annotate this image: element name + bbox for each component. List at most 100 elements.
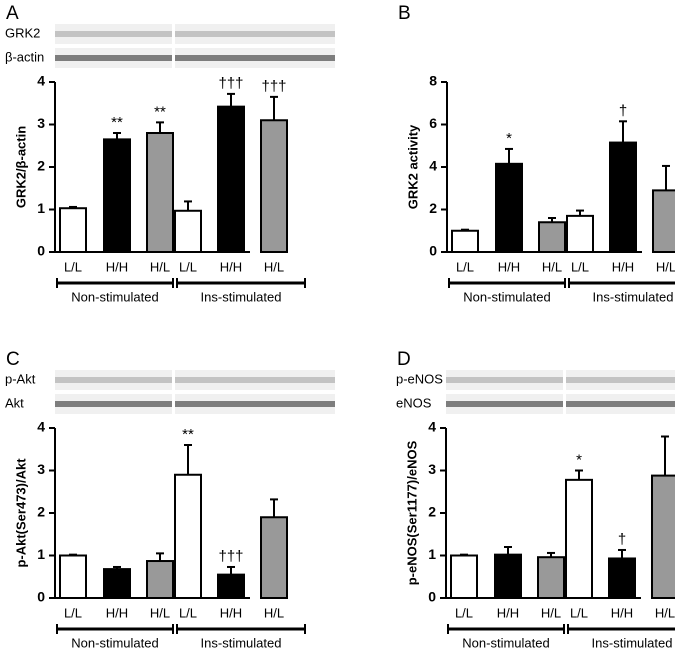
bar (609, 141, 637, 253)
x-tick-label: H/H (220, 259, 242, 274)
y-tick-label: 0 (429, 243, 437, 259)
bar (450, 554, 478, 599)
x-tick-label: H/L (150, 259, 170, 274)
y-tick-label: 1 (428, 546, 436, 562)
blot-label: p-Akt (5, 371, 36, 386)
group-label: Non-stimulated (463, 289, 550, 304)
x-tick-label: H/H (106, 259, 128, 274)
group-label: Ins-stimulated (201, 289, 282, 304)
y-tick-label: 2 (428, 504, 436, 520)
blot-band (55, 55, 172, 61)
y-tick-label: 4 (429, 158, 437, 174)
x-tick-label: H/L (541, 605, 561, 620)
significance-label: † (619, 102, 627, 119)
bar (103, 568, 131, 599)
blot-band (175, 401, 335, 407)
x-tick-label: L/L (64, 259, 82, 274)
bar (103, 138, 131, 253)
y-tick-label: 2 (37, 504, 45, 520)
bar (538, 221, 566, 253)
significance-label: ** (182, 426, 194, 443)
x-tick-label: H/L (264, 259, 284, 274)
x-tick-label: H/L (264, 605, 284, 620)
panel-label: A (6, 3, 19, 24)
blot-label: Akt (5, 395, 24, 410)
y-tick-label: 0 (428, 589, 436, 605)
y-tick-label: 0 (37, 243, 45, 259)
y-tick-label: 3 (37, 461, 45, 477)
significance-label: ††† (261, 78, 286, 95)
x-tick-label: H/H (220, 605, 242, 620)
group-label: Non-stimulated (71, 289, 158, 304)
bar (260, 119, 288, 253)
blot-label: eNOS (396, 395, 432, 410)
x-tick-label: L/L (456, 259, 474, 274)
x-tick-label: H/L (656, 259, 675, 274)
blot-band (446, 377, 563, 383)
blot-label: p-eNOS (396, 371, 443, 386)
y-tick-label: 3 (428, 461, 436, 477)
significance-label: ** (154, 103, 166, 120)
y-axis-label: GRK2 activity (405, 124, 420, 209)
bar (260, 516, 288, 599)
y-tick-label: 1 (37, 200, 45, 216)
y-tick-label: 0 (37, 589, 45, 605)
blot-band (175, 55, 335, 61)
x-tick-label: L/L (455, 605, 473, 620)
bar (59, 207, 87, 254)
x-tick-label: L/L (64, 605, 82, 620)
significance-label: ††† (218, 548, 243, 565)
x-tick-label: H/H (611, 605, 633, 620)
bar (537, 556, 565, 600)
panel-label: C (6, 349, 20, 370)
bar (495, 162, 523, 253)
bar (608, 557, 636, 599)
x-tick-label: H/H (612, 259, 634, 274)
blot-band (446, 401, 563, 407)
bar (651, 474, 675, 600)
blot-band (566, 377, 675, 383)
blot-band (55, 377, 172, 383)
y-tick-label: 2 (429, 200, 437, 216)
panel-label: D (397, 349, 411, 370)
y-tick-label: 4 (428, 419, 436, 435)
y-axis-label: p-Akt(Ser473)/Akt (13, 458, 28, 568)
blot-band (566, 401, 675, 407)
significance-label: * (576, 451, 582, 468)
x-tick-label: H/L (542, 259, 562, 274)
y-tick-label: 4 (37, 73, 45, 89)
y-tick-label: 1 (37, 546, 45, 562)
blot-label: GRK2 (5, 25, 40, 40)
y-tick-label: 6 (429, 115, 437, 131)
blot-band (175, 377, 335, 383)
blot-band (175, 31, 335, 37)
x-tick-label: H/H (106, 605, 128, 620)
x-tick-label: H/L (655, 605, 675, 620)
x-tick-label: L/L (179, 605, 197, 620)
group-label: Non-stimulated (71, 635, 158, 650)
group-label: Ins-stimulated (593, 289, 674, 304)
x-tick-label: L/L (570, 605, 588, 620)
blot-band (55, 31, 172, 37)
y-axis-label: GRK2/β-actin (13, 126, 28, 208)
bar (566, 214, 594, 253)
significance-label: ** (111, 114, 123, 131)
y-tick-label: 8 (429, 73, 437, 89)
blot-band (55, 401, 172, 407)
bar (652, 189, 675, 253)
x-tick-label: H/H (498, 259, 520, 274)
bar (174, 209, 202, 253)
y-tick-label: 3 (37, 115, 45, 131)
x-tick-label: H/L (150, 605, 170, 620)
group-label: Non-stimulated (462, 635, 549, 650)
x-tick-label: L/L (571, 259, 589, 274)
bar (217, 573, 245, 599)
y-tick-label: 4 (37, 419, 45, 435)
y-tick-label: 2 (37, 158, 45, 174)
bar (451, 229, 479, 253)
x-tick-label: H/H (497, 605, 519, 620)
significance-label: ††† (218, 75, 243, 92)
group-label: Ins-stimulated (201, 635, 282, 650)
significance-label: † (618, 531, 626, 548)
